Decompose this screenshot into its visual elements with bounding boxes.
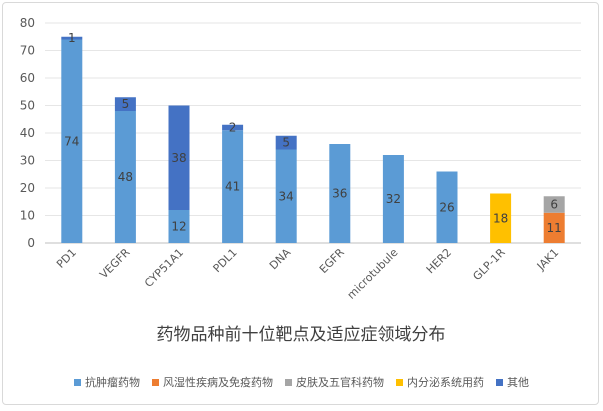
data-label: 5 [282, 136, 290, 150]
chart-canvas: 0 10 20 30 40 50 60 70 80 74 1 48 5 12 38 41 2 34 5 36 32 26… [20, 16, 581, 345]
bar-segment [168, 210, 190, 243]
legend-swatch [396, 378, 403, 386]
y-tick-label: 40 [20, 126, 35, 140]
legend-swatch [74, 378, 81, 386]
bar-segment [436, 171, 458, 243]
x-tick-label: CYP51A1 [142, 246, 186, 290]
y-tick-label: 10 [20, 209, 35, 223]
legend-item: 皮肤及五官科药物 [285, 374, 384, 390]
y-tick-label: 50 [20, 99, 35, 113]
data-label: 36 [332, 187, 347, 201]
bar-segment [114, 111, 136, 243]
legend-item: 风湿性疾病及免疫药物 [152, 374, 273, 390]
bar-segment [168, 105, 190, 210]
bar-segment [543, 196, 565, 213]
x-tick-label: VEGFR [97, 246, 133, 282]
bar-segment [490, 193, 512, 243]
x-tick-label: microtubule [345, 246, 401, 302]
data-label: 5 [122, 97, 130, 111]
legend-label: 其他 [507, 376, 529, 389]
bar-segment [275, 135, 297, 150]
y-tick-label: 60 [20, 71, 35, 85]
x-tick-label: DNA [267, 246, 294, 273]
y-tick-label: 20 [20, 181, 35, 195]
legend-label: 风湿性疾病及免疫药物 [163, 376, 273, 389]
data-label: 26 [439, 200, 454, 214]
data-label: 11 [547, 221, 562, 235]
data-label: 74 [64, 134, 79, 148]
data-label: 32 [386, 192, 401, 206]
data-label: 18 [493, 211, 508, 225]
legend-swatch [152, 378, 159, 386]
bars: 74 1 48 5 12 38 41 2 34 5 36 32 26 18 11 6 [61, 31, 565, 243]
legend-item: 内分泌系统用药 [396, 374, 484, 390]
bar-segment [543, 212, 565, 243]
x-tick-label: GLP-1R [470, 246, 507, 283]
legend-swatch [285, 378, 292, 386]
chart-title: 药物品种前十位靶点及适应症领域分布 [157, 325, 446, 345]
bar-segment [222, 130, 244, 243]
data-label: 1 [68, 31, 76, 45]
x-tick-label: EGFR [317, 246, 347, 276]
bar-segment [61, 36, 83, 40]
x-tick-label: JAK1 [534, 246, 561, 273]
data-label: 38 [171, 151, 186, 165]
x-tick-label: PD1 [54, 246, 79, 271]
legend-item: 其他 [496, 374, 529, 390]
bar-segment [222, 124, 244, 131]
x-tick-label: PDL1 [211, 246, 240, 275]
legend-item: 抗肿瘤药物 [74, 374, 140, 390]
chart-frame: 0 10 20 30 40 50 60 70 80 74 1 48 5 12 38 41 2 34 5 36 32 26… [2, 2, 599, 405]
y-tick-label: 0 [27, 236, 35, 250]
data-label: 12 [171, 220, 186, 234]
y-tick-label: 70 [20, 44, 35, 58]
y-tick-label: 80 [20, 16, 35, 30]
bar-segment [114, 97, 136, 111]
legend-label: 皮肤及五官科药物 [296, 376, 384, 389]
legend-swatch [496, 378, 503, 386]
x-tick-label: HER2 [424, 246, 454, 276]
data-label: 6 [550, 198, 558, 212]
data-label: 34 [279, 189, 294, 203]
legend: 抗肿瘤药物 风湿性疾病及免疫药物 皮肤及五官科药物 内分泌系统用药 其他 [3, 374, 600, 390]
bar-segment [382, 155, 404, 243]
bar-segment [329, 144, 351, 243]
bar-segment [275, 149, 297, 243]
data-label: 41 [225, 180, 240, 194]
data-label: 48 [118, 170, 133, 184]
legend-label: 内分泌系统用药 [407, 376, 484, 389]
y-tick-label: 30 [20, 154, 35, 168]
bar-segment [61, 39, 83, 243]
data-label: 2 [229, 121, 237, 135]
legend-label: 抗肿瘤药物 [85, 376, 140, 389]
y-axis: 0 10 20 30 40 50 60 70 80 [20, 16, 35, 250]
